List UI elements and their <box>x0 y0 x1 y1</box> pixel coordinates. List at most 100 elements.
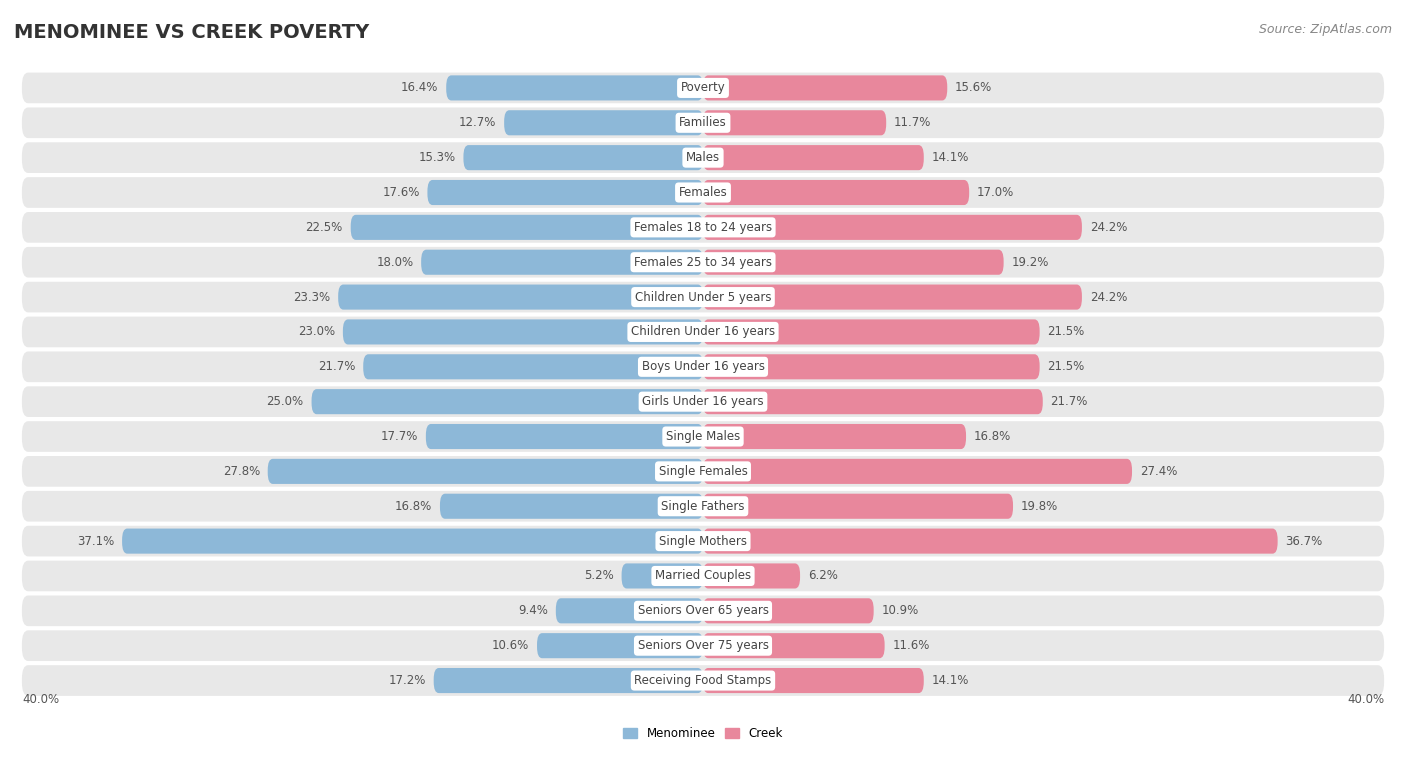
FancyBboxPatch shape <box>339 284 703 309</box>
Text: 25.0%: 25.0% <box>267 395 304 408</box>
Text: 19.8%: 19.8% <box>1021 500 1059 512</box>
Text: 17.2%: 17.2% <box>388 674 426 687</box>
FancyBboxPatch shape <box>703 249 1004 274</box>
Text: 11.7%: 11.7% <box>894 116 931 130</box>
FancyBboxPatch shape <box>440 493 703 518</box>
Text: 16.4%: 16.4% <box>401 81 439 95</box>
FancyBboxPatch shape <box>22 247 1384 277</box>
Text: 10.6%: 10.6% <box>492 639 529 652</box>
FancyBboxPatch shape <box>122 528 703 553</box>
FancyBboxPatch shape <box>703 145 924 171</box>
Text: 22.5%: 22.5% <box>305 221 343 234</box>
FancyBboxPatch shape <box>22 73 1384 103</box>
FancyBboxPatch shape <box>22 282 1384 312</box>
Text: 17.0%: 17.0% <box>977 186 1014 199</box>
Text: Single Mothers: Single Mothers <box>659 534 747 547</box>
Text: 11.6%: 11.6% <box>893 639 929 652</box>
Text: Females 18 to 24 years: Females 18 to 24 years <box>634 221 772 234</box>
Text: 17.6%: 17.6% <box>382 186 419 199</box>
FancyBboxPatch shape <box>703 633 884 658</box>
Text: Seniors Over 65 years: Seniors Over 65 years <box>637 604 769 617</box>
Text: Children Under 16 years: Children Under 16 years <box>631 325 775 338</box>
FancyBboxPatch shape <box>703 319 1039 344</box>
Text: Source: ZipAtlas.com: Source: ZipAtlas.com <box>1258 23 1392 36</box>
FancyBboxPatch shape <box>267 459 703 484</box>
Text: Males: Males <box>686 151 720 164</box>
Text: 23.3%: 23.3% <box>294 290 330 304</box>
Text: 24.2%: 24.2% <box>1090 221 1128 234</box>
FancyBboxPatch shape <box>22 212 1384 243</box>
FancyBboxPatch shape <box>22 491 1384 522</box>
FancyBboxPatch shape <box>22 596 1384 626</box>
FancyBboxPatch shape <box>22 526 1384 556</box>
Text: Children Under 5 years: Children Under 5 years <box>634 290 772 304</box>
FancyBboxPatch shape <box>703 493 1014 518</box>
FancyBboxPatch shape <box>703 563 800 588</box>
FancyBboxPatch shape <box>446 75 703 101</box>
FancyBboxPatch shape <box>703 389 1043 414</box>
Text: Single Males: Single Males <box>666 430 740 443</box>
Text: MENOMINEE VS CREEK POVERTY: MENOMINEE VS CREEK POVERTY <box>14 23 370 42</box>
Text: 19.2%: 19.2% <box>1011 255 1049 269</box>
FancyBboxPatch shape <box>703 354 1039 379</box>
FancyBboxPatch shape <box>703 598 873 623</box>
FancyBboxPatch shape <box>621 563 703 588</box>
Text: 21.5%: 21.5% <box>1047 325 1084 338</box>
Text: 36.7%: 36.7% <box>1285 534 1323 547</box>
FancyBboxPatch shape <box>505 110 703 136</box>
Text: Females 25 to 34 years: Females 25 to 34 years <box>634 255 772 269</box>
FancyBboxPatch shape <box>703 180 969 205</box>
FancyBboxPatch shape <box>22 352 1384 382</box>
FancyBboxPatch shape <box>312 389 703 414</box>
Text: 16.8%: 16.8% <box>974 430 1011 443</box>
FancyBboxPatch shape <box>703 110 886 136</box>
FancyBboxPatch shape <box>703 459 1132 484</box>
FancyBboxPatch shape <box>703 528 1278 553</box>
Text: Seniors Over 75 years: Seniors Over 75 years <box>637 639 769 652</box>
Text: 6.2%: 6.2% <box>808 569 838 582</box>
FancyBboxPatch shape <box>703 424 966 449</box>
FancyBboxPatch shape <box>464 145 703 171</box>
Text: 10.9%: 10.9% <box>882 604 918 617</box>
Text: 14.1%: 14.1% <box>932 674 969 687</box>
Text: Receiving Food Stamps: Receiving Food Stamps <box>634 674 772 687</box>
Text: Boys Under 16 years: Boys Under 16 years <box>641 360 765 373</box>
Text: Girls Under 16 years: Girls Under 16 years <box>643 395 763 408</box>
Text: 15.6%: 15.6% <box>955 81 993 95</box>
FancyBboxPatch shape <box>426 424 703 449</box>
Text: 21.7%: 21.7% <box>1050 395 1088 408</box>
FancyBboxPatch shape <box>22 631 1384 661</box>
FancyBboxPatch shape <box>703 668 924 693</box>
Text: Single Females: Single Females <box>658 465 748 478</box>
Text: Females: Females <box>679 186 727 199</box>
FancyBboxPatch shape <box>427 180 703 205</box>
Text: 15.3%: 15.3% <box>419 151 456 164</box>
Text: 24.2%: 24.2% <box>1090 290 1128 304</box>
FancyBboxPatch shape <box>22 317 1384 347</box>
Text: 40.0%: 40.0% <box>22 694 59 706</box>
FancyBboxPatch shape <box>22 387 1384 417</box>
Text: Families: Families <box>679 116 727 130</box>
Text: 17.7%: 17.7% <box>381 430 418 443</box>
FancyBboxPatch shape <box>22 421 1384 452</box>
Text: 5.2%: 5.2% <box>583 569 614 582</box>
FancyBboxPatch shape <box>22 456 1384 487</box>
Legend: Menominee, Creek: Menominee, Creek <box>619 722 787 744</box>
FancyBboxPatch shape <box>703 215 1083 240</box>
Text: 21.5%: 21.5% <box>1047 360 1084 373</box>
Text: 40.0%: 40.0% <box>1347 694 1384 706</box>
FancyBboxPatch shape <box>537 633 703 658</box>
FancyBboxPatch shape <box>703 75 948 101</box>
FancyBboxPatch shape <box>703 284 1083 309</box>
Text: 23.0%: 23.0% <box>298 325 335 338</box>
FancyBboxPatch shape <box>422 249 703 274</box>
Text: Single Fathers: Single Fathers <box>661 500 745 512</box>
FancyBboxPatch shape <box>350 215 703 240</box>
Text: 27.8%: 27.8% <box>222 465 260 478</box>
FancyBboxPatch shape <box>22 143 1384 173</box>
Text: Poverty: Poverty <box>681 81 725 95</box>
FancyBboxPatch shape <box>22 666 1384 696</box>
Text: Married Couples: Married Couples <box>655 569 751 582</box>
FancyBboxPatch shape <box>22 561 1384 591</box>
Text: 37.1%: 37.1% <box>77 534 114 547</box>
